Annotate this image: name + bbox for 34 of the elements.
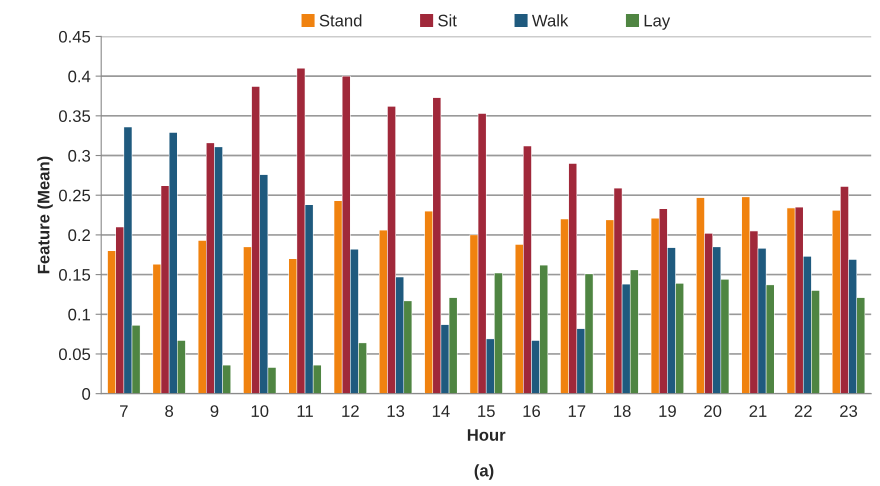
y-tick-label: 0.15 bbox=[59, 268, 90, 281]
x-tick-label: 11 bbox=[298, 405, 313, 417]
x-tick-label: 20 bbox=[704, 405, 722, 418]
x-tick-label: 14 bbox=[432, 405, 450, 417]
x-tick-label: 16 bbox=[523, 405, 540, 418]
legend-label: Lay bbox=[644, 14, 670, 30]
y-tick-label: 0.1 bbox=[68, 308, 90, 320]
x-tick-label: 12 bbox=[342, 405, 359, 417]
x-tick-label: 21 bbox=[750, 405, 766, 417]
y-axis-title: Feature (Mean) bbox=[37, 156, 53, 274]
x-tick-label: 13 bbox=[388, 405, 404, 418]
x-tick-label: 18 bbox=[614, 405, 631, 418]
x-tick-label: 22 bbox=[794, 405, 812, 417]
x-tick-label: 7 bbox=[120, 405, 128, 417]
y-tick-label: 0.35 bbox=[59, 110, 90, 122]
legend-label: Sit bbox=[438, 14, 457, 26]
y-tick-label: 0.4 bbox=[68, 70, 90, 82]
y-tick-label: 0.25 bbox=[59, 190, 90, 202]
x-tick-label: 9 bbox=[210, 405, 218, 418]
y-tick-label: 0.3 bbox=[68, 150, 90, 162]
y-tick-label: 0.2 bbox=[68, 229, 90, 242]
x-tick-label: 8 bbox=[165, 405, 174, 418]
y-tick-label: 0.05 bbox=[59, 348, 90, 360]
x-tick-label: 10 bbox=[252, 405, 268, 418]
x-tick-label: 23 bbox=[840, 405, 858, 418]
x-tick-label: 19 bbox=[659, 405, 676, 418]
x-tick-label: 15 bbox=[478, 405, 495, 418]
x-tick-label: 17 bbox=[568, 405, 586, 417]
y-tick-label: 0 bbox=[82, 388, 90, 400]
text: (a) bbox=[474, 464, 494, 480]
y-tick-label: 0.45 bbox=[59, 30, 90, 43]
legend-label: Stand bbox=[320, 14, 362, 26]
x-axis-title: Hour bbox=[468, 429, 506, 441]
legend-label: Walk bbox=[532, 14, 568, 26]
